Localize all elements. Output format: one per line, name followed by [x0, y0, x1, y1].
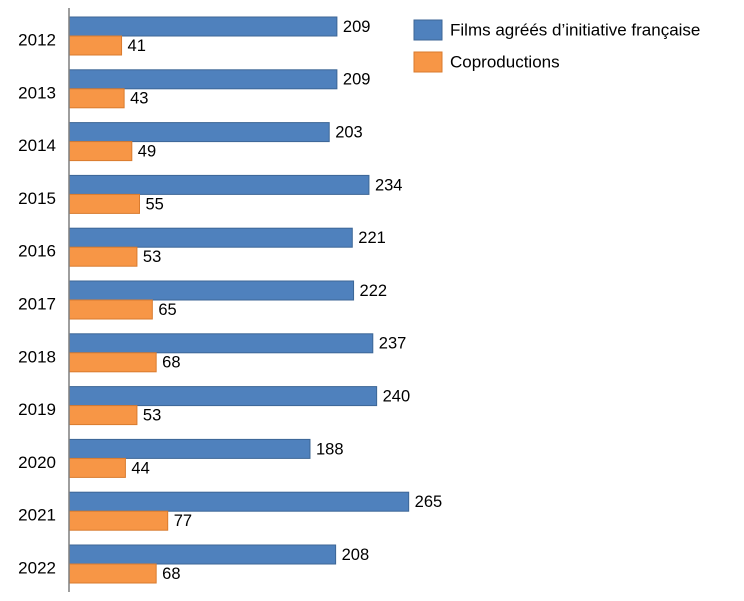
category-label-2018: 2018 [18, 347, 56, 366]
data-label-films-agrees-2020: 188 [316, 440, 344, 458]
bar-films-agrees-2017 [68, 280, 355, 301]
data-label-films-agrees-2012: 209 [343, 18, 371, 36]
data-label-coproductions-2020: 44 [131, 459, 149, 477]
category-label-2019: 2019 [18, 400, 56, 419]
legend-label-films-agrees: Films agréés d’initiative française [450, 20, 700, 39]
data-label-coproductions-2019: 53 [143, 406, 161, 424]
category-label-2022: 2022 [18, 558, 56, 577]
data-label-coproductions-2018: 68 [162, 354, 180, 372]
data-label-films-agrees-2015: 234 [375, 176, 403, 194]
bar-films-agrees-2016 [68, 227, 353, 248]
bar-coproductions-2017 [68, 299, 153, 320]
bar-coproductions-2016 [68, 246, 138, 267]
category-label-2020: 2020 [18, 453, 56, 472]
bar-films-agrees-2020 [68, 438, 311, 459]
data-label-films-agrees-2018: 237 [379, 335, 407, 353]
legend-label-coproductions: Coproductions [450, 52, 560, 71]
data-label-films-agrees-2019: 240 [383, 387, 411, 405]
bar-coproductions-2013 [68, 88, 125, 109]
category-axis-labels: 2012 2013 2014 2015 2016 2017 2018 2019 2020 2021… [18, 30, 56, 577]
category-label-2014: 2014 [18, 136, 56, 155]
data-label-films-agrees-2022: 208 [342, 546, 370, 564]
data-label-films-agrees-2017: 222 [360, 282, 388, 300]
bar-coproductions-2019 [68, 405, 138, 426]
bar-coproductions-2014 [68, 141, 133, 162]
data-label-coproductions-2012: 41 [128, 37, 146, 55]
legend-swatch-films-agrees [413, 19, 443, 41]
data-label-coproductions-2015: 55 [145, 195, 163, 213]
category-label-2015: 2015 [18, 189, 56, 208]
data-labels-group: 209 41 209 43 203 49 234 55 221 53 222 65 237 68 240 53… [128, 18, 443, 583]
bar-coproductions-2015 [68, 193, 140, 214]
category-label-2013: 2013 [18, 83, 56, 102]
data-label-films-agrees-2016: 221 [358, 229, 386, 247]
bar-films-agrees-2022 [68, 544, 337, 565]
category-label-2012: 2012 [18, 30, 56, 49]
data-label-films-agrees-2014: 203 [335, 123, 363, 141]
bar-films-agrees-2014 [68, 122, 330, 143]
bar-coproductions-2012 [68, 35, 123, 56]
bar-films-agrees-2012 [68, 16, 338, 37]
bar-films-agrees-2019 [68, 386, 378, 407]
bar-films-agrees-2018 [68, 333, 374, 354]
data-label-coproductions-2017: 65 [158, 301, 176, 319]
bar-films-agrees-2021 [68, 491, 410, 512]
legend-swatch-coproductions [413, 51, 443, 73]
legend: Films agréés d’initiative française Copr… [413, 19, 700, 73]
bar-films-agrees-2015 [68, 174, 370, 195]
category-label-2016: 2016 [18, 242, 56, 261]
bar-coproductions-2020 [68, 457, 126, 478]
data-label-coproductions-2014: 49 [138, 142, 156, 160]
bar-coproductions-2018 [68, 352, 157, 373]
bar-coproductions-2021 [68, 510, 169, 531]
data-label-coproductions-2021: 77 [174, 512, 192, 530]
data-label-films-agrees-2021: 265 [415, 493, 443, 511]
category-label-2017: 2017 [18, 294, 56, 313]
data-label-films-agrees-2013: 209 [343, 71, 371, 89]
data-label-coproductions-2016: 53 [143, 248, 161, 266]
category-label-2021: 2021 [18, 506, 56, 525]
bar-coproductions-2022 [68, 563, 157, 584]
data-label-coproductions-2022: 68 [162, 565, 180, 583]
data-label-coproductions-2013: 43 [130, 90, 148, 108]
bar-films-agrees-2013 [68, 69, 338, 90]
bars-group [68, 16, 410, 584]
